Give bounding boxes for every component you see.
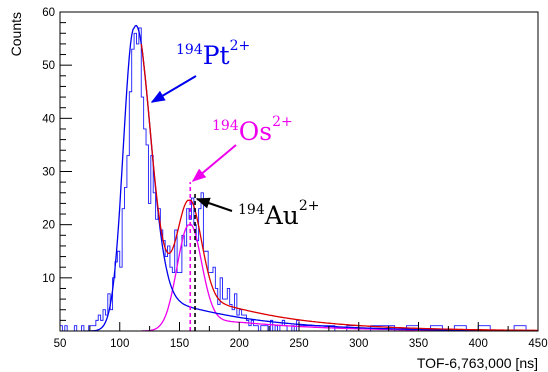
svg-text:194Au2+: 194Au2+ — [238, 198, 320, 230]
y-axis-title: Counts — [8, 12, 24, 56]
annotation-au: 194Au2+ — [195, 197, 320, 230]
x-tick-label: 200 — [230, 338, 249, 350]
au-element: Au — [264, 201, 299, 230]
histogram-outline — [60, 27, 538, 331]
x-axis-title: TOF-6,763,000 [ns] — [417, 355, 538, 371]
au-charge: 2+ — [299, 198, 320, 214]
os-mass: 194 — [212, 118, 239, 134]
x-tick-label: 350 — [409, 338, 428, 350]
y-tick-label: 30 — [42, 167, 55, 179]
pt-mass: 194 — [176, 42, 203, 58]
au-mass: 194 — [238, 202, 265, 218]
y-tick-label: 10 — [42, 273, 55, 285]
os-element: Os — [239, 117, 272, 146]
histogram — [60, 27, 538, 331]
x-tick-label: 450 — [528, 338, 547, 350]
x-tick-label: 150 — [170, 338, 189, 350]
x-tick-label: 50 — [54, 338, 67, 350]
y-tick-label: 20 — [42, 220, 55, 232]
svg-text:194Pt2+: 194Pt2+ — [176, 38, 250, 70]
annotation-pt: 194Pt2+ — [150, 38, 250, 103]
x-tick-label: 100 — [110, 338, 129, 350]
x-tick-label: 400 — [469, 338, 488, 350]
y-tick-label: 40 — [42, 113, 55, 125]
pt-arrow — [150, 75, 197, 103]
y-tick-label: 50 — [42, 60, 55, 72]
pt-charge: 2+ — [230, 38, 251, 54]
au-arrow — [195, 197, 233, 212]
pt-element: Pt — [203, 41, 230, 70]
x-tick-label: 250 — [289, 338, 308, 350]
annotation-os: 194Os2+ — [191, 114, 293, 182]
pt-fit-line — [83, 24, 538, 331]
axes: 50 100 150 200 250 300 350 400 450 10 20 30 40 50 60 — [42, 7, 547, 350]
svg-text:194Os2+: 194Os2+ — [212, 114, 293, 146]
os-arrow — [191, 144, 237, 182]
x-tick-label: 300 — [349, 338, 368, 350]
peak-markers — [189, 182, 196, 331]
total-fit-line — [140, 43, 538, 331]
os-charge: 2+ — [272, 114, 293, 130]
fit-curves — [83, 24, 538, 331]
y-tick-label: 60 — [42, 7, 55, 19]
